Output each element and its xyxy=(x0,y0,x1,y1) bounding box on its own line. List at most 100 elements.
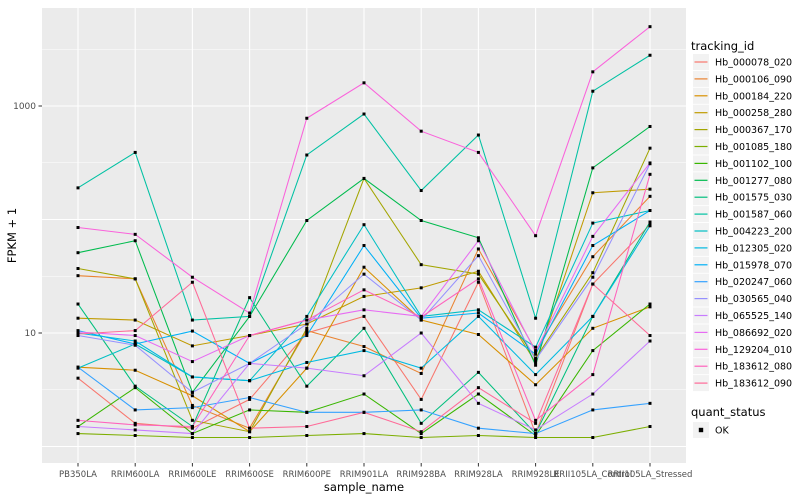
data-point xyxy=(591,271,595,275)
data-point xyxy=(248,397,252,401)
data-point xyxy=(476,314,480,318)
data-point xyxy=(190,432,194,436)
data-point xyxy=(476,392,480,396)
data-point xyxy=(648,224,652,228)
data-point xyxy=(305,331,309,335)
x-tick-label: RRIM600LA xyxy=(111,470,160,480)
legend-label: Hb_065525_140 xyxy=(715,311,792,322)
data-point xyxy=(648,220,652,224)
data-point xyxy=(133,408,137,412)
data-point xyxy=(248,379,252,383)
data-point xyxy=(305,218,309,222)
data-point xyxy=(534,352,538,356)
data-point xyxy=(648,194,652,198)
data-point xyxy=(305,153,309,157)
data-point xyxy=(248,436,252,440)
data-point xyxy=(76,418,80,422)
data-point xyxy=(534,383,538,387)
data-point xyxy=(419,408,423,412)
data-point xyxy=(248,314,252,318)
data-point xyxy=(591,255,595,259)
data-point xyxy=(419,366,423,370)
legend-label: Hb_012305_020 xyxy=(715,243,792,254)
data-point xyxy=(419,286,423,290)
legend-label: Hb_183612_080 xyxy=(715,362,792,373)
data-point xyxy=(648,146,652,150)
data-point xyxy=(476,426,480,430)
legend-title: tracking_id xyxy=(691,39,754,53)
data-point xyxy=(591,221,595,225)
data-point xyxy=(362,314,366,318)
data-point xyxy=(648,209,652,213)
legend-label: Hb_001587_060 xyxy=(715,210,792,221)
data-point xyxy=(133,232,137,236)
data-point xyxy=(476,254,480,258)
data-point xyxy=(362,432,366,436)
data-point xyxy=(591,191,595,195)
black-square-icon xyxy=(698,427,704,433)
data-point xyxy=(305,410,309,414)
data-point xyxy=(76,432,80,436)
legend-label: Hb_020247_060 xyxy=(715,277,792,288)
x-tick-label: RRIM928LA xyxy=(454,470,503,480)
data-point xyxy=(534,356,538,360)
data-point xyxy=(305,329,309,333)
data-point xyxy=(591,234,595,238)
data-point xyxy=(648,124,652,128)
data-point xyxy=(133,368,137,372)
data-point xyxy=(133,428,137,432)
data-point xyxy=(133,277,137,281)
data-point xyxy=(133,384,137,388)
data-point xyxy=(534,434,538,438)
data-point xyxy=(534,234,538,238)
data-point xyxy=(362,265,366,269)
data-point xyxy=(419,371,423,375)
legend-label: Hb_000106_090 xyxy=(715,74,792,85)
y-tick-label: 10 xyxy=(25,329,37,339)
data-point xyxy=(305,318,309,322)
data-point xyxy=(591,408,595,412)
data-point xyxy=(419,397,423,401)
data-point xyxy=(362,410,366,414)
x-tick-label: RRII105LA_Stressed xyxy=(608,470,693,480)
data-point xyxy=(419,263,423,267)
data-point xyxy=(190,426,194,430)
x-tick-label: RRIM600PE xyxy=(283,470,331,480)
data-point xyxy=(362,326,366,330)
data-point xyxy=(419,129,423,133)
data-point xyxy=(305,360,309,364)
data-point xyxy=(248,396,252,400)
legend2-label: OK xyxy=(715,426,729,437)
y-axis-title: FPKM + 1 xyxy=(5,208,19,263)
legend-label: Hb_000258_280 xyxy=(715,108,792,119)
data-point xyxy=(362,349,366,353)
legend-label: Hb_183612_090 xyxy=(715,379,792,390)
legend-label: Hb_001277_080 xyxy=(715,176,792,187)
data-point xyxy=(591,244,595,248)
data-point xyxy=(648,25,652,29)
legend-label: Hb_000078_020 xyxy=(715,58,792,69)
data-point xyxy=(76,267,80,271)
data-point xyxy=(76,376,80,380)
data-point xyxy=(305,314,309,318)
data-point xyxy=(476,434,480,438)
data-point xyxy=(305,434,309,438)
data-point xyxy=(419,218,423,222)
data-point xyxy=(190,360,194,364)
data-point xyxy=(476,236,480,240)
data-point xyxy=(133,423,137,427)
data-point xyxy=(534,373,538,377)
data-point xyxy=(419,331,423,335)
data-point xyxy=(648,425,652,429)
legend-label: Hb_001575_030 xyxy=(715,193,792,204)
data-point xyxy=(190,436,194,440)
data-point xyxy=(419,430,423,434)
data-point xyxy=(534,360,538,364)
data-point xyxy=(476,272,480,276)
data-point xyxy=(305,326,309,330)
data-point xyxy=(419,189,423,193)
data-point xyxy=(362,374,366,378)
data-point xyxy=(76,334,80,338)
data-point xyxy=(190,329,194,333)
data-point xyxy=(648,334,652,338)
